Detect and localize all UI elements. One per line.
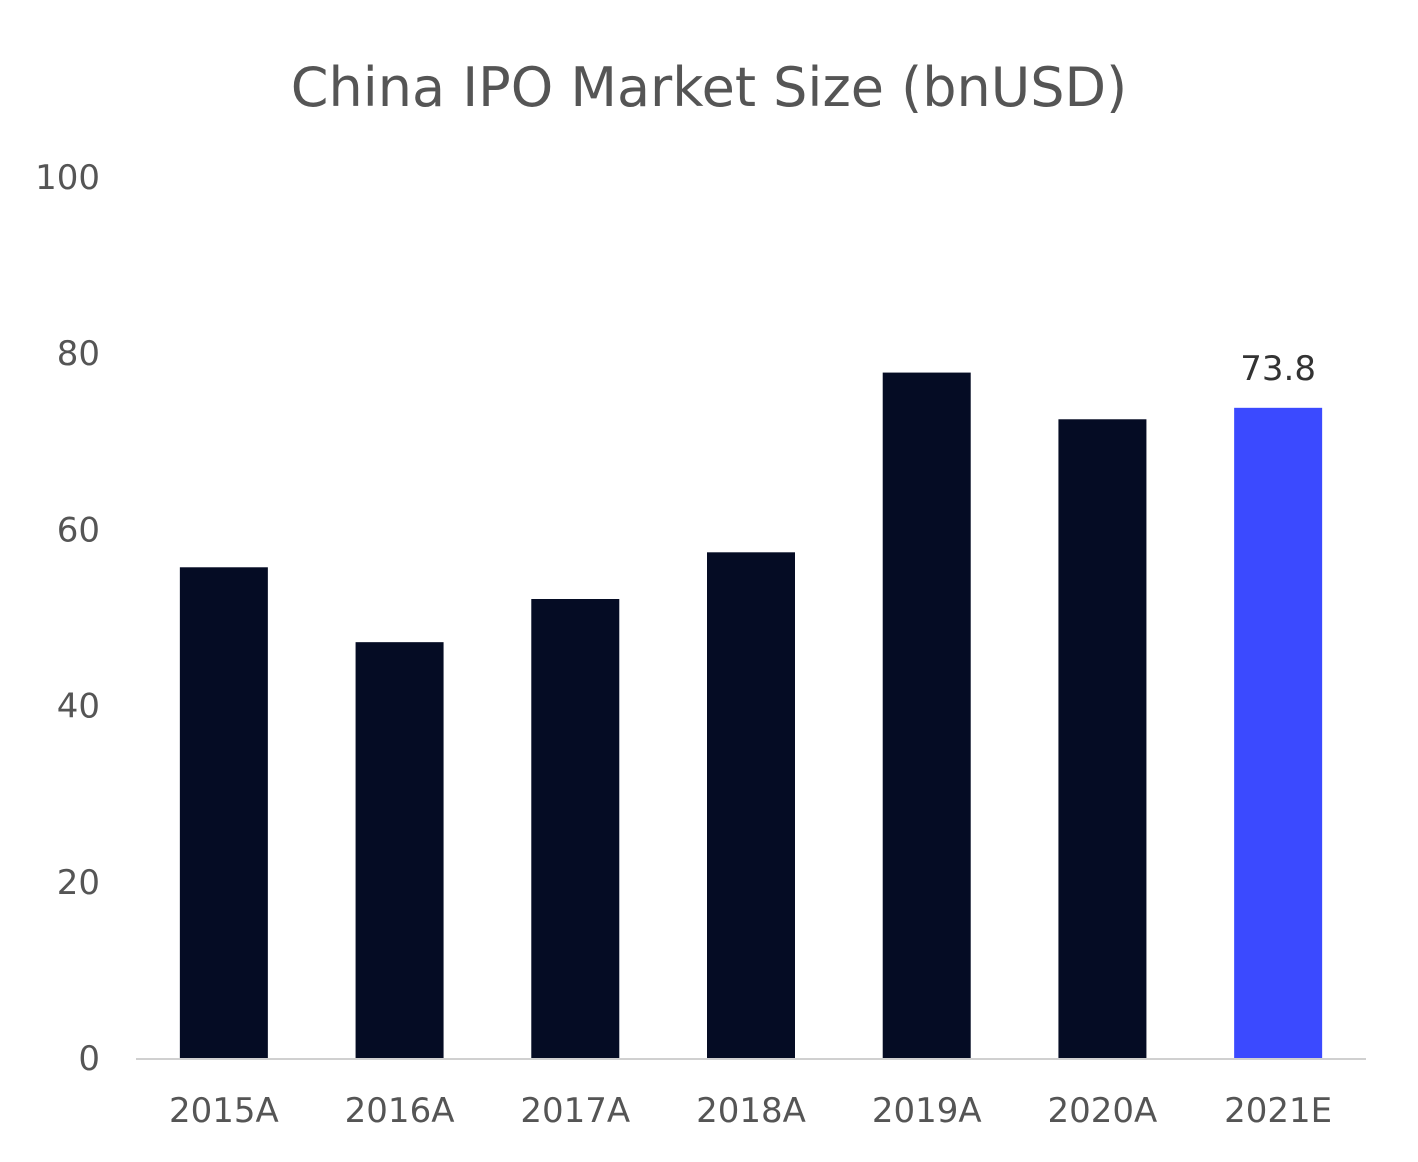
x-axis-ticks: 2015A 2016A 2017A 2018A 2019A 2020A 2021E	[169, 1091, 1332, 1131]
bar-2018A	[707, 552, 795, 1058]
y-tick-label: 40	[57, 687, 100, 727]
x-tick-label: 2020A	[1048, 1091, 1158, 1131]
bar-2020A	[1058, 419, 1147, 1058]
y-tick-label: 60	[57, 510, 100, 550]
x-tick-label: 2019A	[872, 1091, 982, 1131]
bar-2019A	[882, 372, 971, 1058]
y-axis-ticks: 0 20 40 60 80 100	[35, 158, 100, 1079]
y-tick-label: 100	[35, 158, 100, 198]
y-tick-label: 0	[78, 1039, 100, 1079]
x-tick-label: 2018A	[696, 1091, 806, 1131]
chart-title: China IPO Market Size (bnUSD)	[291, 56, 1127, 119]
x-tick-label: 2016A	[345, 1091, 455, 1131]
x-tick-label: 2015A	[169, 1091, 279, 1131]
x-tick-label: 2021E	[1224, 1091, 1332, 1131]
x-tick-label: 2017A	[520, 1091, 630, 1131]
bar-2017A	[531, 598, 620, 1058]
bar-2015A	[179, 567, 268, 1058]
data-labels: 73.8	[1240, 349, 1316, 389]
bar-2021E	[1234, 407, 1323, 1058]
y-tick-label: 20	[57, 863, 100, 903]
bars	[179, 372, 1323, 1058]
y-tick-label: 80	[57, 334, 100, 374]
bar-2016A	[355, 642, 444, 1058]
data-label-2021E: 73.8	[1240, 349, 1316, 389]
